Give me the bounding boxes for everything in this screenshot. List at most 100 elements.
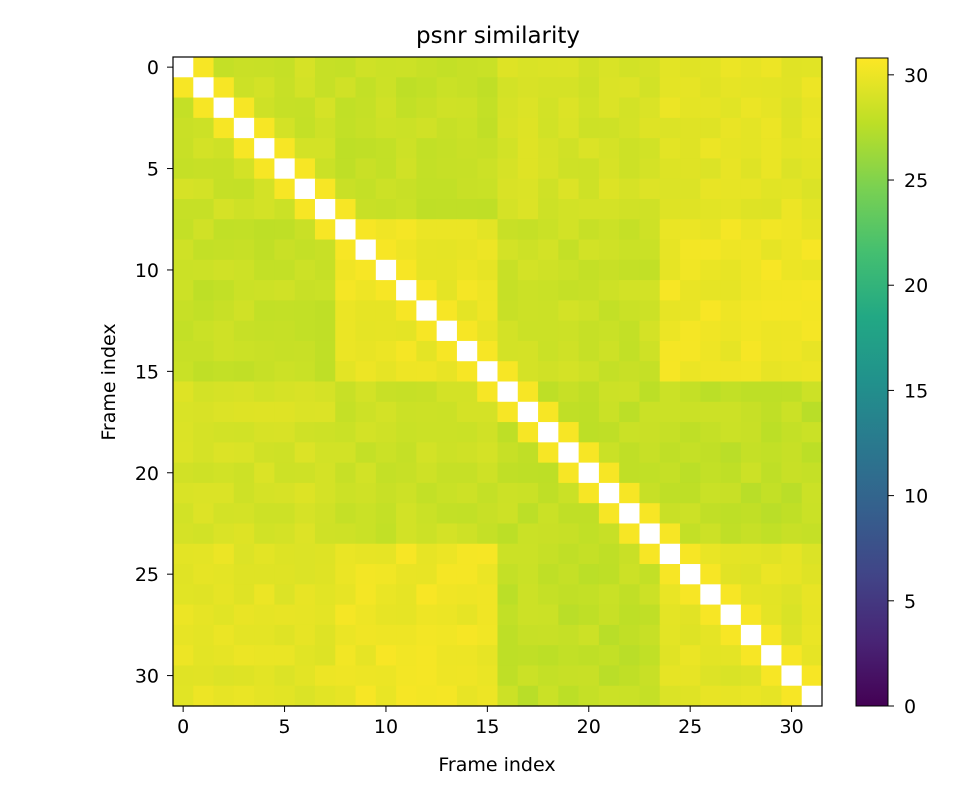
heatmap-cell xyxy=(517,401,539,423)
heatmap-cell xyxy=(558,442,580,464)
heatmap-cell xyxy=(355,57,377,78)
heatmap-cell xyxy=(254,77,276,99)
heatmap-cell xyxy=(740,401,762,423)
heatmap-cell xyxy=(456,685,478,707)
heatmap-cell xyxy=(740,117,762,139)
heatmap-cell xyxy=(720,300,742,322)
heatmap-cell xyxy=(436,462,458,484)
heatmap-cell xyxy=(396,219,417,241)
heatmap-cell xyxy=(294,340,316,362)
heatmap-cell xyxy=(781,422,803,443)
heatmap-cell xyxy=(314,361,336,383)
heatmap-cell xyxy=(314,645,336,667)
heatmap-cell xyxy=(335,77,357,99)
heatmap-cell xyxy=(254,381,276,403)
heatmap-cell xyxy=(781,624,803,646)
heatmap-cell xyxy=(598,300,620,322)
heatmap-cell xyxy=(761,57,783,78)
heatmap-cell xyxy=(619,584,641,606)
heatmap-cell xyxy=(355,685,377,707)
heatmap-cell xyxy=(456,117,478,139)
heatmap-cell xyxy=(375,259,397,281)
heatmap-cell xyxy=(639,685,661,707)
heatmap-cell xyxy=(314,381,336,403)
heatmap-cell xyxy=(538,77,559,99)
heatmap-cell xyxy=(396,77,417,99)
y-axis-ticks: 0 5 10 15 20 25 30 xyxy=(135,57,173,688)
heatmap-cell xyxy=(517,381,539,403)
heatmap-cell xyxy=(477,564,499,585)
heatmap-cell xyxy=(274,198,296,220)
heatmap-cell xyxy=(619,198,641,220)
heatmap-cell xyxy=(578,381,600,403)
heatmap-cell xyxy=(680,624,701,646)
heatmap-cell xyxy=(233,462,255,484)
heatmap-cell xyxy=(213,239,235,261)
heatmap-cell xyxy=(720,584,742,606)
heatmap-cell xyxy=(274,401,296,423)
heatmap-cell xyxy=(497,57,519,78)
heatmap-cell xyxy=(233,543,255,565)
heatmap-cell xyxy=(517,503,539,525)
heatmap-cell xyxy=(396,361,417,383)
heatmap-cell xyxy=(314,178,336,200)
heatmap-cell xyxy=(456,584,478,606)
heatmap-cell xyxy=(274,280,296,301)
heatmap-cell xyxy=(274,381,296,403)
heatmap-cell xyxy=(477,158,499,180)
heatmap-cell xyxy=(781,462,803,484)
heatmap-cell xyxy=(193,117,215,139)
heatmap-cell xyxy=(619,685,641,707)
heatmap-cell xyxy=(558,503,580,525)
heatmap-cell xyxy=(639,97,661,119)
heatmap-cell xyxy=(761,219,783,241)
heatmap-cell xyxy=(740,442,762,464)
heatmap-cell xyxy=(801,665,823,687)
heatmap-cell xyxy=(233,584,255,606)
heatmap-cell xyxy=(355,97,377,119)
heatmap-cell xyxy=(274,57,296,78)
heatmap-cell xyxy=(477,219,499,241)
heatmap-cell xyxy=(477,665,499,687)
heatmap-cell xyxy=(517,482,539,504)
heatmap-cell xyxy=(375,401,397,423)
heatmap-cell xyxy=(801,381,823,403)
heatmap-cell xyxy=(193,503,215,525)
heatmap-cell xyxy=(740,665,762,687)
heatmap-cell xyxy=(781,604,803,626)
heatmap-cell xyxy=(680,77,701,99)
heatmap-cell xyxy=(598,259,620,281)
heatmap-cell xyxy=(173,158,194,180)
heatmap-cell xyxy=(233,381,255,403)
heatmap-cell xyxy=(314,280,336,301)
heatmap-cell xyxy=(456,77,478,99)
heatmap-cell xyxy=(396,685,417,707)
heatmap-cell xyxy=(477,320,499,342)
heatmap-cell xyxy=(598,198,620,220)
plot-frame xyxy=(172,56,823,707)
heatmap-cell xyxy=(274,340,296,362)
heatmap-cell xyxy=(497,381,519,403)
heatmap-cell xyxy=(274,604,296,626)
heatmap-cell xyxy=(578,442,600,464)
heatmap-cell xyxy=(558,280,580,301)
heatmap-cell xyxy=(538,503,559,525)
heatmap-cell xyxy=(740,280,762,301)
heatmap-cell xyxy=(700,117,722,139)
heatmap-cell xyxy=(375,57,397,78)
heatmap-cell xyxy=(477,584,499,606)
heatmap-cell xyxy=(314,422,336,443)
heatmap-cell xyxy=(700,198,722,220)
heatmap-cell xyxy=(375,198,397,220)
heatmap-cell xyxy=(173,442,194,464)
heatmap-cell xyxy=(213,117,235,139)
y-tick-label: 0 xyxy=(147,57,159,79)
heatmap-cell xyxy=(680,462,701,484)
heatmap-cell xyxy=(497,401,519,423)
heatmap-cell xyxy=(193,422,215,443)
heatmap-cell xyxy=(801,685,823,707)
heatmap-cell xyxy=(254,138,276,160)
heatmap-cell xyxy=(659,97,681,119)
heatmap-cell xyxy=(538,239,559,261)
heatmap-cell xyxy=(740,57,762,78)
